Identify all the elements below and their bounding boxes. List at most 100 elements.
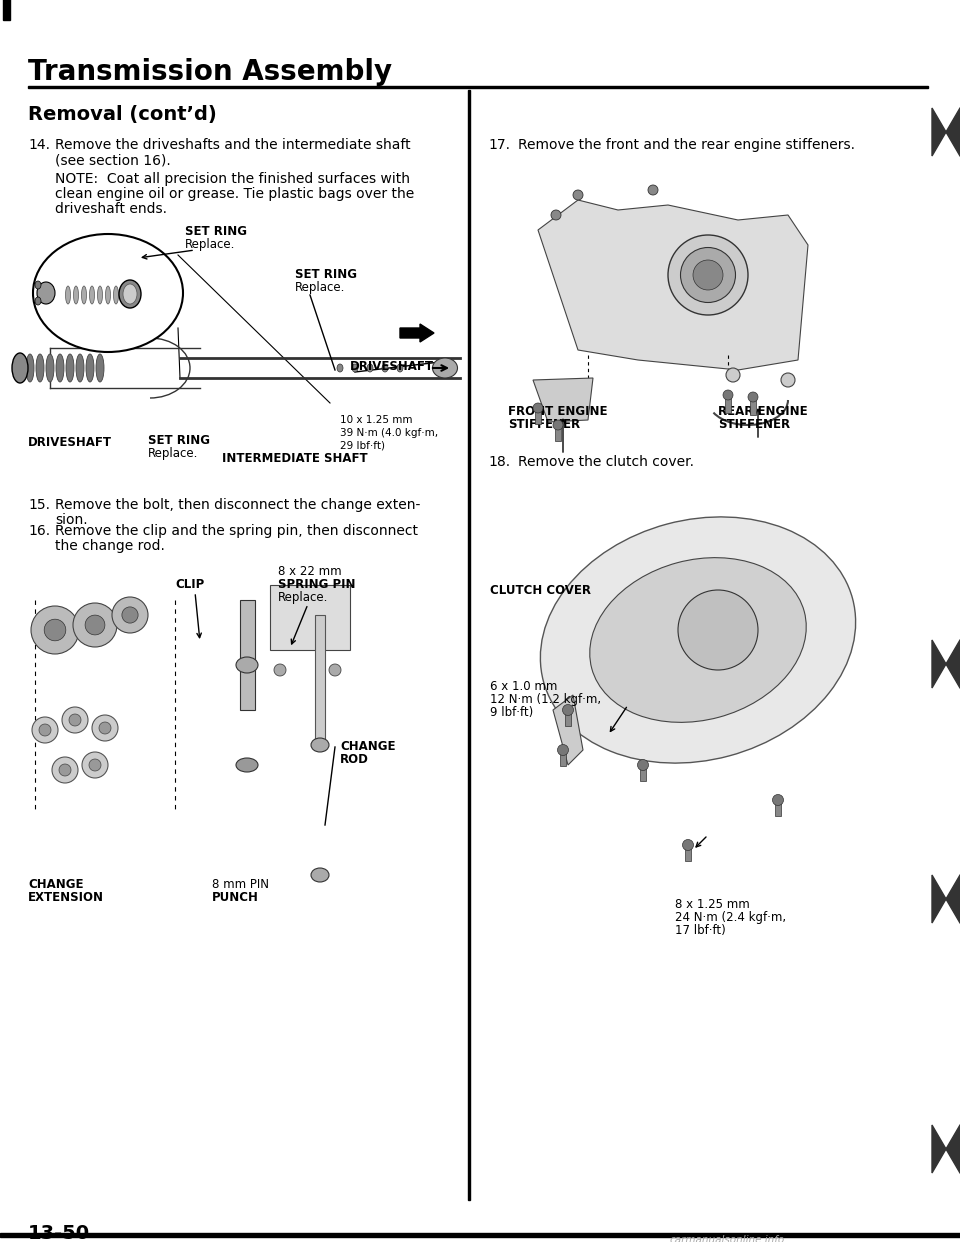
Text: 8 mm PIN: 8 mm PIN [212, 878, 269, 891]
Text: Remove the front and the rear engine stiffeners.: Remove the front and the rear engine sti… [518, 138, 855, 152]
Polygon shape [932, 108, 960, 156]
Ellipse shape [726, 368, 740, 383]
Ellipse shape [123, 284, 137, 304]
Bar [685, 845, 691, 861]
Text: 24 N·m (2.4 kgf·m,: 24 N·m (2.4 kgf·m, [675, 910, 786, 924]
Ellipse shape [82, 751, 108, 777]
Ellipse shape [274, 664, 286, 676]
Text: STIFFENER: STIFFENER [508, 419, 580, 431]
Text: clean engine oil or grease. Tie plastic bags over the: clean engine oil or grease. Tie plastic … [55, 188, 415, 201]
Ellipse shape [89, 286, 94, 304]
Text: 8 x 1.25 mm: 8 x 1.25 mm [675, 898, 750, 910]
Ellipse shape [26, 354, 34, 383]
Ellipse shape [433, 358, 458, 378]
Text: 17 lbf·ft): 17 lbf·ft) [675, 924, 726, 936]
Ellipse shape [36, 354, 44, 383]
Polygon shape [932, 640, 960, 688]
Text: DRIVESHAFT: DRIVESHAFT [350, 360, 434, 373]
Ellipse shape [73, 604, 117, 647]
Ellipse shape [367, 364, 373, 373]
Bar [775, 800, 781, 816]
Ellipse shape [46, 354, 54, 383]
Ellipse shape [119, 279, 141, 308]
Text: 16.: 16. [28, 524, 50, 538]
Text: REAR ENGINE: REAR ENGINE [718, 405, 807, 419]
Text: Replace.: Replace. [295, 281, 346, 294]
Text: SPRING PIN: SPRING PIN [278, 578, 355, 591]
Ellipse shape [59, 764, 71, 776]
Ellipse shape [96, 354, 104, 383]
Text: ROD: ROD [340, 753, 369, 766]
Ellipse shape [748, 392, 758, 402]
Ellipse shape [74, 286, 79, 304]
Bar [270, 585, 350, 650]
Bar [535, 409, 541, 424]
Bar [468, 89, 469, 1200]
Ellipse shape [122, 607, 138, 623]
Ellipse shape [76, 354, 84, 383]
Text: CLIP: CLIP [175, 578, 204, 591]
Text: SET RING: SET RING [185, 225, 247, 238]
Text: EXTENSION: EXTENSION [28, 891, 104, 904]
Ellipse shape [311, 868, 329, 882]
Ellipse shape [723, 390, 733, 400]
Ellipse shape [82, 286, 86, 304]
Text: Transmission Assembly: Transmission Assembly [28, 58, 392, 86]
Ellipse shape [678, 590, 758, 669]
Bar [725, 395, 731, 414]
Ellipse shape [98, 286, 103, 304]
Text: NOTE:  Coat all precision the finished surfaces with: NOTE: Coat all precision the finished su… [55, 171, 410, 186]
Ellipse shape [540, 517, 855, 763]
Text: the change rod.: the change rod. [55, 539, 165, 553]
Text: 29 lbf·ft): 29 lbf·ft) [340, 441, 385, 451]
Text: 6 x 1.0 mm: 6 x 1.0 mm [490, 681, 558, 693]
Ellipse shape [44, 620, 66, 641]
Ellipse shape [352, 364, 358, 373]
Ellipse shape [573, 190, 583, 200]
Ellipse shape [35, 297, 41, 306]
Ellipse shape [311, 738, 329, 751]
Ellipse shape [553, 420, 563, 430]
Ellipse shape [92, 715, 118, 741]
Ellipse shape [329, 664, 341, 676]
Ellipse shape [781, 373, 795, 388]
Ellipse shape [681, 247, 735, 303]
Ellipse shape [551, 210, 561, 220]
Text: FRONT ENGINE: FRONT ENGINE [508, 405, 608, 419]
Ellipse shape [533, 402, 543, 414]
Ellipse shape [236, 657, 258, 673]
Bar [315, 615, 325, 750]
Polygon shape [932, 1125, 960, 1172]
Ellipse shape [12, 353, 28, 383]
Ellipse shape [337, 364, 343, 373]
Text: carmanualsonline.info: carmanualsonline.info [670, 1235, 785, 1242]
Text: sion.: sion. [55, 513, 87, 527]
Ellipse shape [113, 286, 118, 304]
Text: 9 lbf·ft): 9 lbf·ft) [490, 705, 533, 719]
Text: 10 x 1.25 mm: 10 x 1.25 mm [340, 415, 413, 425]
Ellipse shape [66, 354, 74, 383]
Ellipse shape [668, 235, 748, 315]
Bar [560, 750, 566, 766]
Text: 14.: 14. [28, 138, 50, 152]
Text: PUNCH: PUNCH [212, 891, 259, 904]
Ellipse shape [589, 558, 806, 723]
Ellipse shape [39, 724, 51, 737]
Text: Remove the clutch cover.: Remove the clutch cover. [518, 455, 694, 469]
Text: (see section 16).: (see section 16). [55, 153, 171, 166]
Ellipse shape [99, 722, 111, 734]
Text: 8 x 22 mm: 8 x 22 mm [278, 565, 342, 578]
Ellipse shape [693, 260, 723, 289]
FancyArrow shape [400, 324, 434, 342]
Text: Remove the driveshafts and the intermediate shaft: Remove the driveshafts and the intermedi… [55, 138, 411, 152]
Text: driveshaft ends.: driveshaft ends. [55, 202, 167, 216]
Ellipse shape [69, 714, 81, 727]
Polygon shape [932, 876, 960, 923]
Text: SET RING: SET RING [295, 268, 357, 281]
Ellipse shape [773, 795, 783, 806]
Text: INTERMEDIATE SHAFT: INTERMEDIATE SHAFT [222, 452, 368, 465]
Ellipse shape [52, 758, 78, 782]
Ellipse shape [86, 354, 94, 383]
Ellipse shape [683, 840, 693, 851]
Text: Replace.: Replace. [148, 447, 199, 460]
